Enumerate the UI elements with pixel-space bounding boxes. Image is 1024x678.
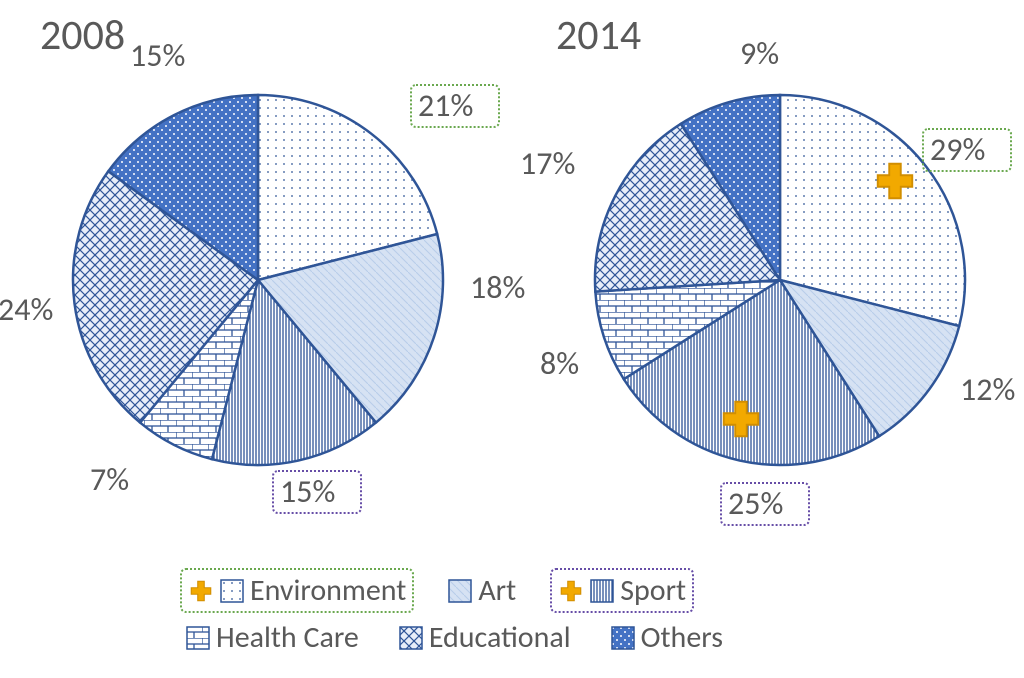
pct-label: 12%	[960, 370, 1015, 409]
legend-label: Others	[641, 619, 723, 656]
pct-label: 18%	[470, 268, 525, 307]
legend-swatch	[590, 579, 614, 603]
legend-swatch	[220, 579, 244, 603]
chart-title-left: 2008	[40, 10, 125, 61]
legend-label: Sport	[620, 572, 686, 609]
legend-item-others: Others	[605, 617, 729, 658]
highlight-green	[922, 128, 1012, 172]
legend-swatch	[448, 579, 472, 603]
pct-label: 24%	[0, 290, 53, 329]
legend-item-educational: Educational	[393, 617, 577, 658]
legend-item-sport: Sport	[550, 568, 694, 613]
plus-icon	[188, 578, 214, 604]
pct-label: 17%	[520, 144, 575, 183]
legend-item-environment: Environment	[180, 568, 414, 613]
legend-item-art: Art	[442, 568, 522, 613]
legend-swatch	[611, 626, 635, 650]
legend-item-healthcare: Health Care	[180, 617, 365, 658]
legend-label: Art	[478, 572, 516, 609]
pct-label: 15%	[130, 36, 185, 75]
legend-label: Health Care	[216, 619, 359, 656]
pct-label: 9%	[740, 34, 779, 73]
plus-icon	[872, 158, 918, 204]
legend-label: Educational	[429, 619, 571, 656]
plus-icon	[718, 396, 764, 442]
chart-title-right: 2014	[556, 10, 641, 61]
legend: Environment Art Sport Health Care Educationa…	[180, 564, 880, 658]
legend-swatch	[399, 626, 423, 650]
plus-icon	[558, 578, 584, 604]
highlight-purple	[720, 482, 810, 526]
highlight-green	[410, 84, 500, 128]
highlight-purple	[272, 470, 362, 514]
pct-label: 7%	[90, 460, 129, 499]
legend-swatch	[186, 626, 210, 650]
legend-label: Environment	[250, 572, 406, 609]
pct-label: 8%	[540, 344, 579, 383]
